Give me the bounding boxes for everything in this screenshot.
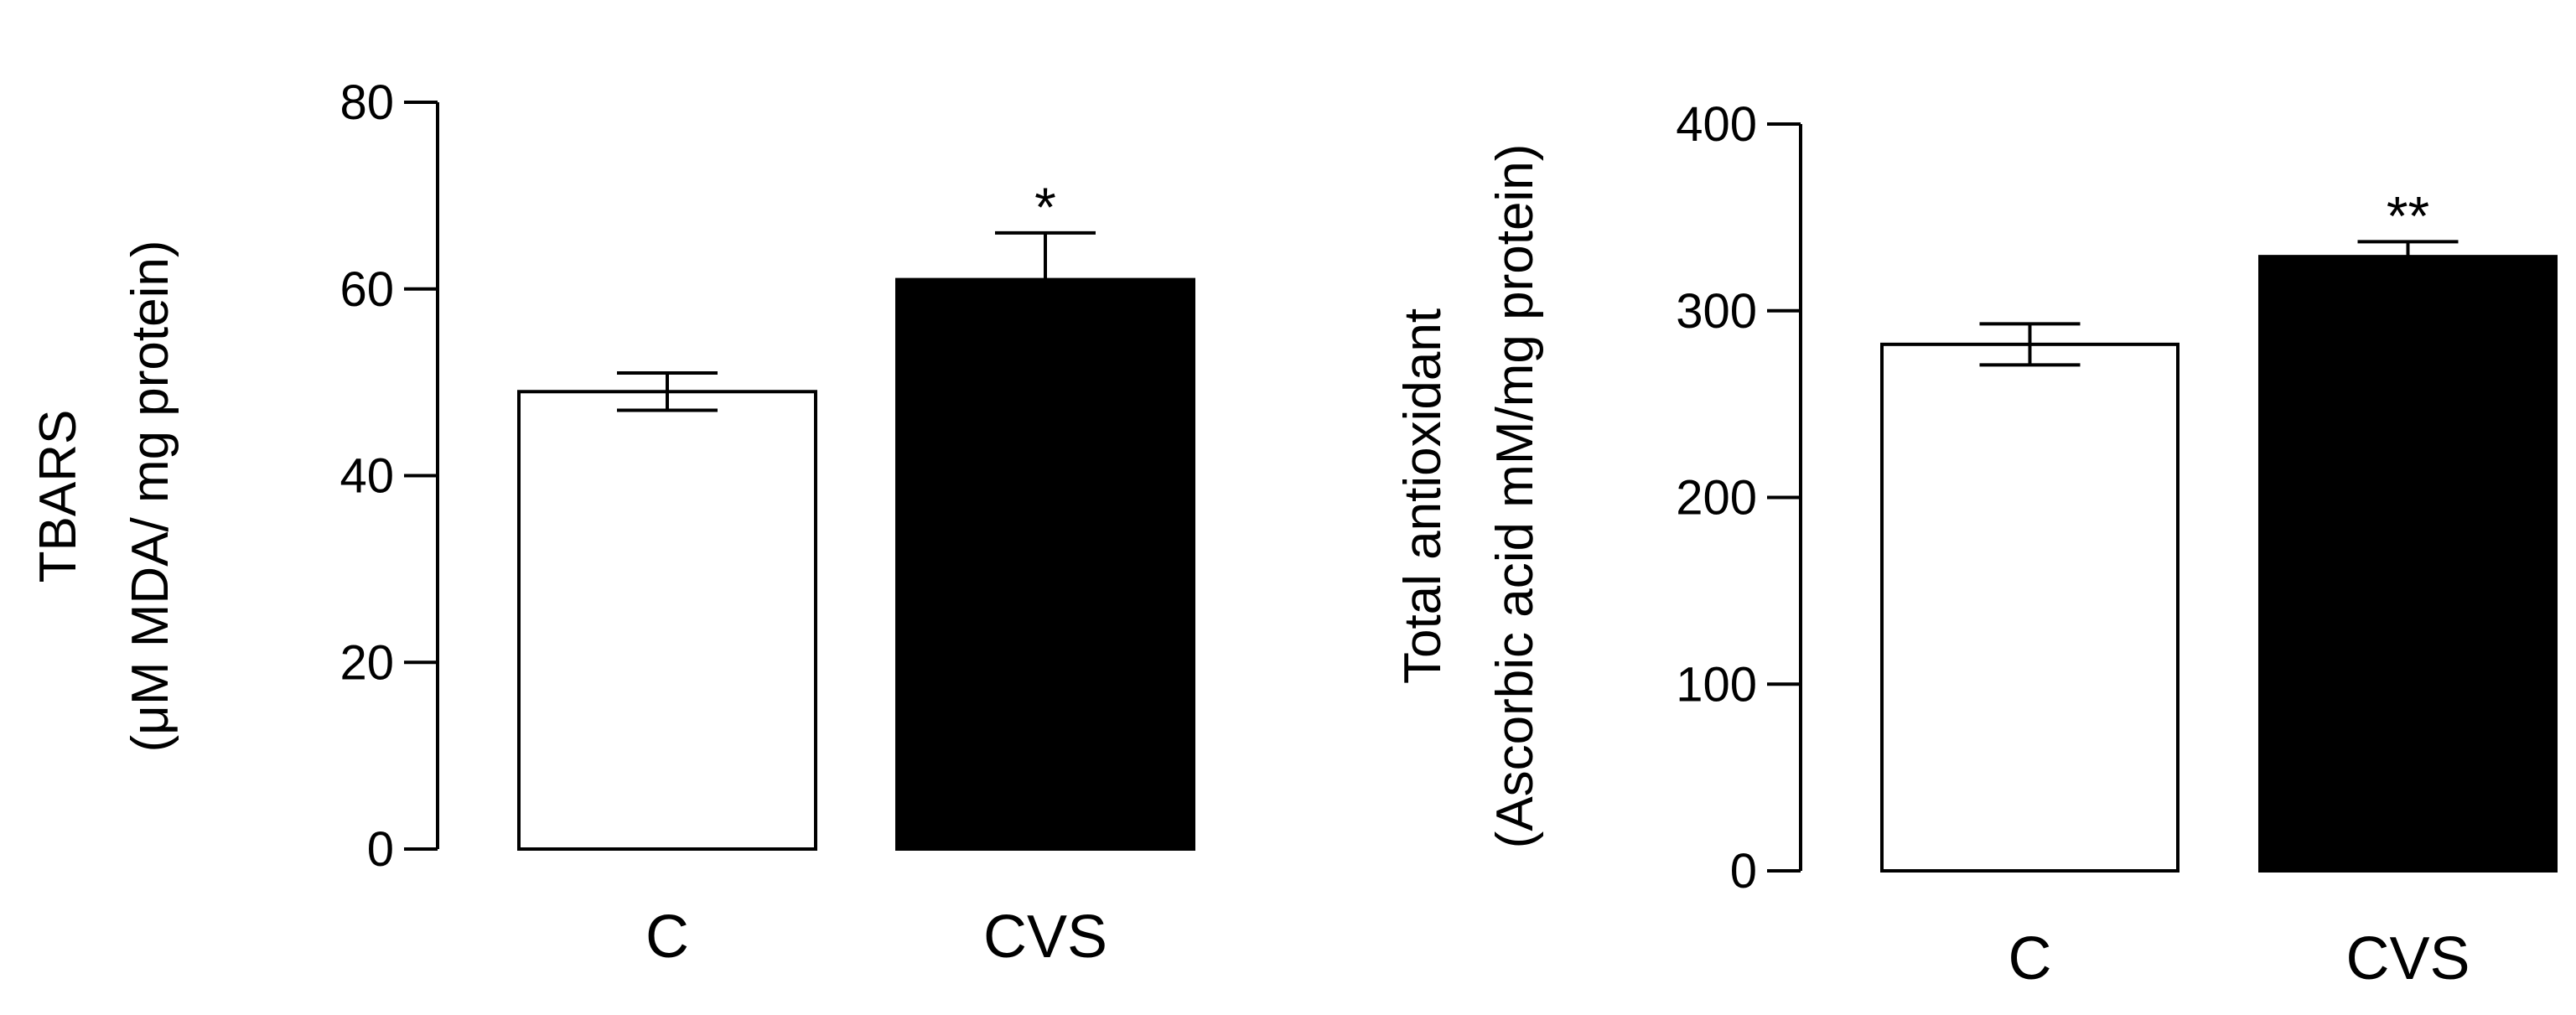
y-axis-title-line2: (μM MDA/ mg protein) [122, 240, 179, 752]
total-antioxidant-chart: Total antioxidant (Ascorbic acid mM/mg p… [1394, 97, 2558, 992]
significance-mark: ** [2387, 184, 2429, 246]
category-label: C [645, 904, 689, 971]
y-tick-label: 40 [339, 449, 394, 504]
significance-mark: * [1034, 176, 1056, 238]
y-tick-label: 0 [367, 822, 394, 877]
y-axis-title-line1: TBARS [29, 410, 87, 583]
y-tick-label: 200 [1676, 471, 1757, 526]
y-tick-label: 300 [1676, 284, 1757, 339]
bar-cvs [895, 277, 1195, 851]
y-tick-label: 400 [1676, 97, 1757, 152]
y-tick-label: 100 [1676, 657, 1757, 712]
bar-cvs [2258, 255, 2558, 873]
tbars-chart: TBARS (μM MDA/ mg protein) 0 20 40 60 80 C * CV… [29, 75, 1195, 971]
category-label: CVS [983, 904, 1107, 971]
y-axis-title-line2: (Ascorbic acid mM/mg protein) [1486, 144, 1544, 849]
category-label: CVS [2345, 925, 2470, 992]
y-tick-label: 0 [1730, 844, 1757, 898]
bar-c [517, 390, 817, 851]
y-axis-title: Total antioxidant (Ascorbic acid mM/mg p… [1394, 144, 1544, 849]
y-tick-label: 80 [339, 75, 394, 130]
y-axis-title: TBARS (μM MDA/ mg protein) [29, 240, 179, 752]
y-axis-title-line1: Total antioxidant [1394, 308, 1452, 684]
y-tick-label: 20 [339, 635, 394, 690]
y-tick-label: 60 [339, 262, 394, 317]
category-label: C [2008, 925, 2052, 992]
bar-c [1880, 342, 2179, 873]
